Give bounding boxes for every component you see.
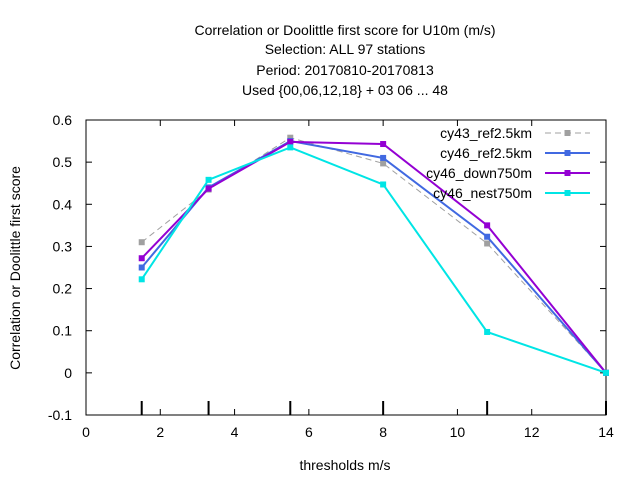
title-line-2: Selection: ALL 97 stations [265, 41, 426, 57]
data-point [484, 233, 491, 240]
legend-label: cy46_ref2.5km [440, 145, 532, 161]
series-cy46_down750m [138, 138, 609, 376]
data-point [484, 222, 491, 229]
y-tick-label: -0.1 [48, 407, 72, 423]
legend-marker [564, 150, 571, 156]
data-point [287, 134, 294, 141]
series-line [140, 140, 607, 374]
title-line-1: Correlation or Doolittle first score for… [194, 22, 495, 38]
legend-label: cy43_ref2.5km [440, 125, 532, 141]
series-line [141, 137, 607, 374]
legend-label: cy46_nest750m [433, 185, 532, 201]
data-point [138, 255, 145, 262]
legend-item: cy43_ref2.5km [440, 125, 590, 141]
series-cy46_nest750m [138, 144, 609, 376]
y-tick-label: 0.6 [53, 112, 73, 128]
data-point [484, 328, 491, 335]
axes: -0.1 0 0.1 0.2 0.3 0.4 0.5 0.6 0 2 4 6 8 10 12 14 [48, 112, 614, 440]
y-tick-label: 0 [64, 365, 72, 381]
data-point [287, 138, 294, 145]
series-line [140, 140, 607, 374]
series-line [140, 146, 607, 374]
x-tick-label: 12 [524, 424, 540, 440]
data-point [380, 154, 387, 161]
x-tick-label: 4 [231, 424, 239, 440]
legend-item: cy46_ref2.5km [440, 145, 590, 161]
y-tick-label: 0.4 [53, 196, 73, 212]
y-tick-label: 0.2 [53, 281, 73, 297]
series-cy46_ref2.5km [138, 138, 609, 376]
series-layer [138, 134, 609, 376]
data-point [380, 160, 387, 167]
data-point [138, 264, 145, 271]
x-tick-label: 0 [82, 424, 90, 440]
x-tick-label: 10 [450, 424, 466, 440]
title-line-3: Period: 20170810-20170813 [256, 62, 434, 78]
data-point [138, 239, 145, 246]
y-tick-label: 0.3 [53, 238, 73, 254]
legend-marker [564, 170, 571, 176]
chart-title: Correlation or Doolittle first score for… [194, 22, 495, 98]
title-line-4: Used {00,06,12,18} + 03 06 ... 48 [242, 82, 448, 98]
x-tick-label: 8 [379, 424, 387, 440]
y-tick-label: 0.1 [53, 323, 73, 339]
data-point [205, 185, 212, 192]
y-axis-label: Correlation or Doolittle first score [7, 166, 23, 370]
x-tick-label: 14 [598, 424, 614, 440]
data-point [287, 144, 294, 151]
legend-label: cy46_down750m [426, 165, 532, 181]
x-axis-label: thresholds m/s [299, 457, 390, 473]
plot-frame [85, 119, 607, 416]
data-point [603, 369, 609, 376]
data-point [380, 141, 387, 148]
legend: cy43_ref2.5km cy46_ref2.5km cy46_down750mc… [426, 125, 590, 201]
data-point [138, 276, 145, 283]
series-cy43_ref2.5km [138, 134, 609, 376]
legend-item: cy46_down750m [426, 165, 590, 181]
x-tick-label: 6 [305, 424, 313, 440]
data-point [205, 176, 212, 183]
legend-marker [564, 190, 571, 196]
x-tick-label: 2 [156, 424, 164, 440]
data-point [484, 240, 491, 247]
legend-item: cy46_nest750m [433, 185, 590, 201]
y-tick-label: 0.5 [53, 154, 73, 170]
data-point [380, 181, 387, 188]
legend-marker [564, 130, 571, 136]
